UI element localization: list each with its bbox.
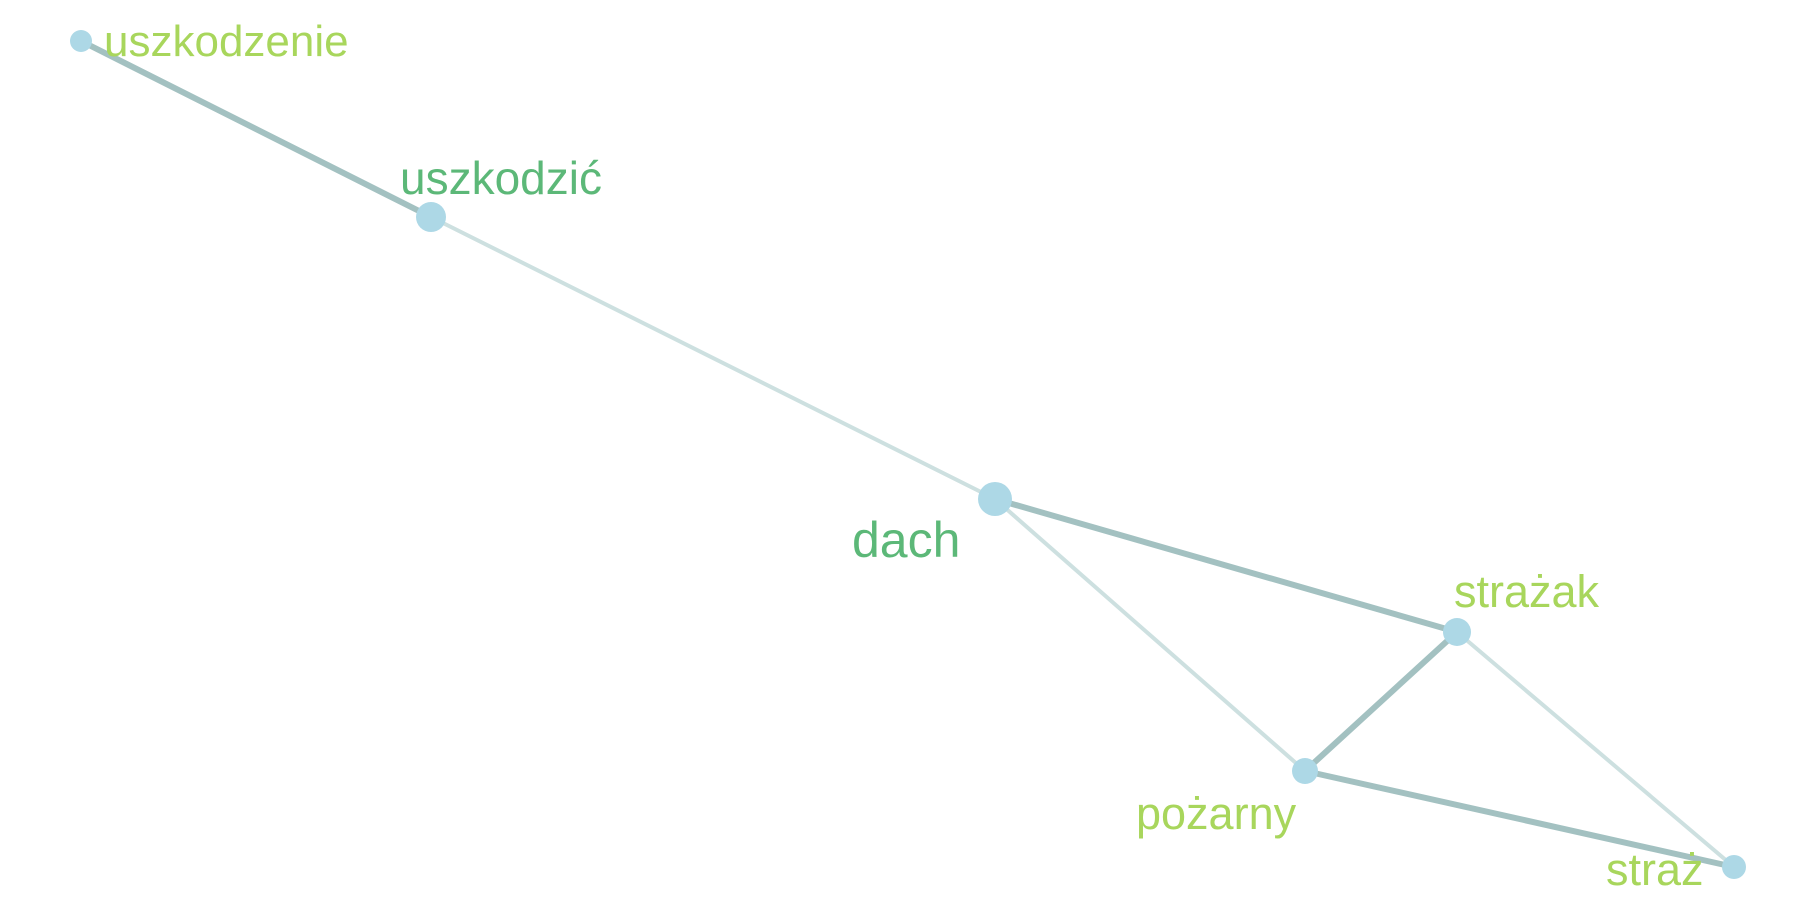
edge-dach-strazak [992, 496, 1460, 635]
node-uszkodzenie[interactable] [70, 30, 92, 52]
node-label-pozarny: pożarny [1136, 788, 1297, 839]
node-label-strazak: strażak [1454, 566, 1600, 617]
nodes-layer [70, 30, 1746, 879]
labels-layer: uszkodzenie uszkodzić dach strażak pożarny st… [104, 17, 1704, 895]
edges-layer [78, 38, 1737, 870]
node-label-uszkodzenie: uszkodzenie [104, 17, 349, 66]
edge-uszkodzic-dach [429, 215, 997, 501]
edge-uszkodzenie-uszkodzic [78, 38, 434, 220]
node-pozarny[interactable] [1292, 758, 1318, 784]
node-label-uszkodzic: uszkodzić [400, 152, 602, 204]
node-label-straz: straż [1606, 844, 1704, 895]
edge-strazak-straz [1455, 630, 1736, 869]
node-dach[interactable] [978, 482, 1012, 516]
node-label-dach: dach [852, 512, 960, 568]
edge-dach-pozarny [993, 497, 1307, 773]
node-strazak[interactable] [1443, 618, 1471, 646]
node-uszkodzic[interactable] [416, 202, 446, 232]
edge-strazak-pozarny [1302, 629, 1460, 774]
edge-pozarny-straz [1302, 768, 1737, 870]
node-straz[interactable] [1722, 855, 1746, 879]
